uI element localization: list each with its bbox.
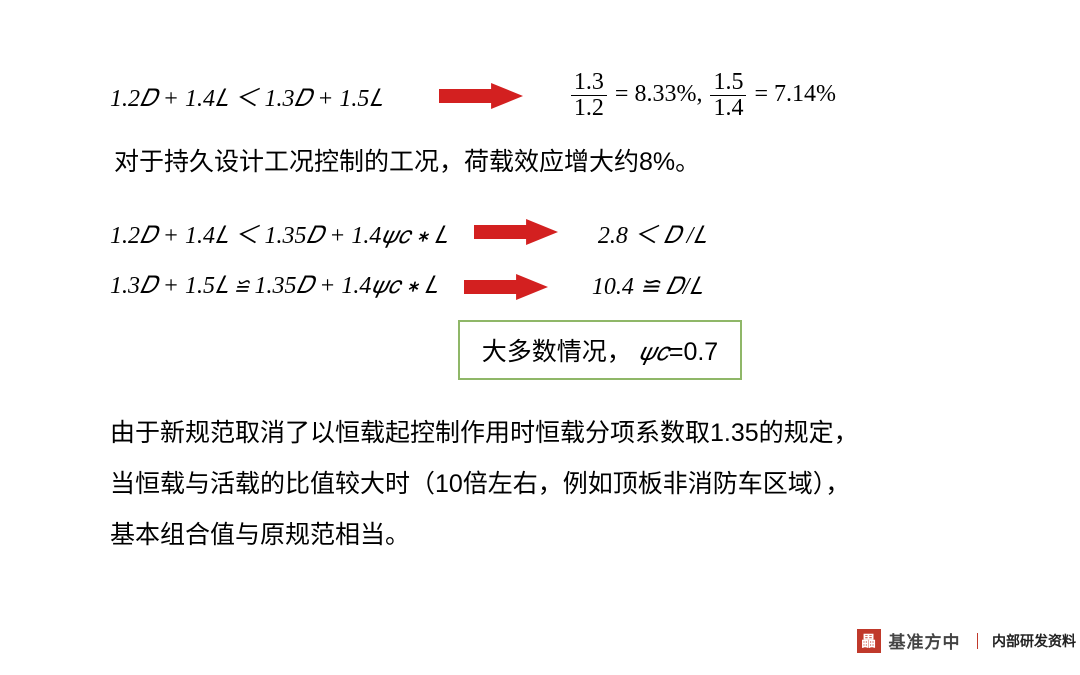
equation-row-2: 1.2𝐷 + 1.4𝐿 ＜ 1.35𝐷 + 1.4𝜓𝑐 ∗ 𝐿 2.8 ＜ 𝐷 …	[110, 215, 990, 250]
para-line-2: 当恒载与活载的比值较大时（10倍左右，例如顶板非消防车区域），	[110, 459, 990, 510]
arrow-icon	[439, 81, 523, 111]
conclusion-paragraph: 由于新规范取消了以恒载起控制作用时恒载分项系数取1.35的规定， 当恒载与活载的…	[110, 408, 990, 562]
arrow-icon	[464, 272, 548, 302]
eq3-right: 10.4 ≌ 𝐷/𝐿	[592, 272, 703, 301]
brand-logo-icon: 畾	[857, 629, 881, 653]
eq2-right: 2.8 ＜ 𝐷 /𝐿	[598, 215, 707, 250]
eq1-left: 1.2𝐷 + 1.4𝐿 ＜ 1.3𝐷 + 1.5𝐿	[110, 78, 383, 113]
footer-divider	[977, 633, 979, 649]
brand-name: 基准方中	[889, 628, 961, 653]
boxed-note: 大多数情况， 𝜓𝑐=0.7	[458, 320, 742, 380]
arrow-icon	[474, 217, 558, 247]
eq3-left: 1.3𝐷 + 1.5𝐿 ≌ 1.35𝐷 + 1.4𝜓𝑐 ∗ 𝐿	[110, 273, 438, 300]
text-line-1: 对于持久设计工况控制的工况，荷载效应增大约8%。	[110, 139, 990, 187]
para-line-3: 基本组合值与原规范相当。	[110, 510, 990, 561]
equation-row-3: 1.3𝐷 + 1.5𝐿 ≌ 1.35𝐷 + 1.4𝜓𝑐 ∗ 𝐿 10.4 ≌ 𝐷…	[110, 272, 990, 302]
eq2-left: 1.2𝐷 + 1.4𝐿 ＜ 1.35𝐷 + 1.4𝜓𝑐 ∗ 𝐿	[110, 215, 448, 250]
footer-tag: 内部研发资料	[992, 631, 1080, 651]
eq1-right: 1.31.2 = 8.33%, 1.51.4 = 7.14%	[569, 70, 836, 121]
para-line-1: 由于新规范取消了以恒载起控制作用时恒载分项系数取1.35的规定，	[110, 408, 990, 459]
footer: 畾 基准方中 内部研发资料	[857, 628, 1080, 653]
equation-row-1: 1.2𝐷 + 1.4𝐿 ＜ 1.3𝐷 + 1.5𝐿 1.31.2 = 8.33%…	[110, 70, 990, 121]
